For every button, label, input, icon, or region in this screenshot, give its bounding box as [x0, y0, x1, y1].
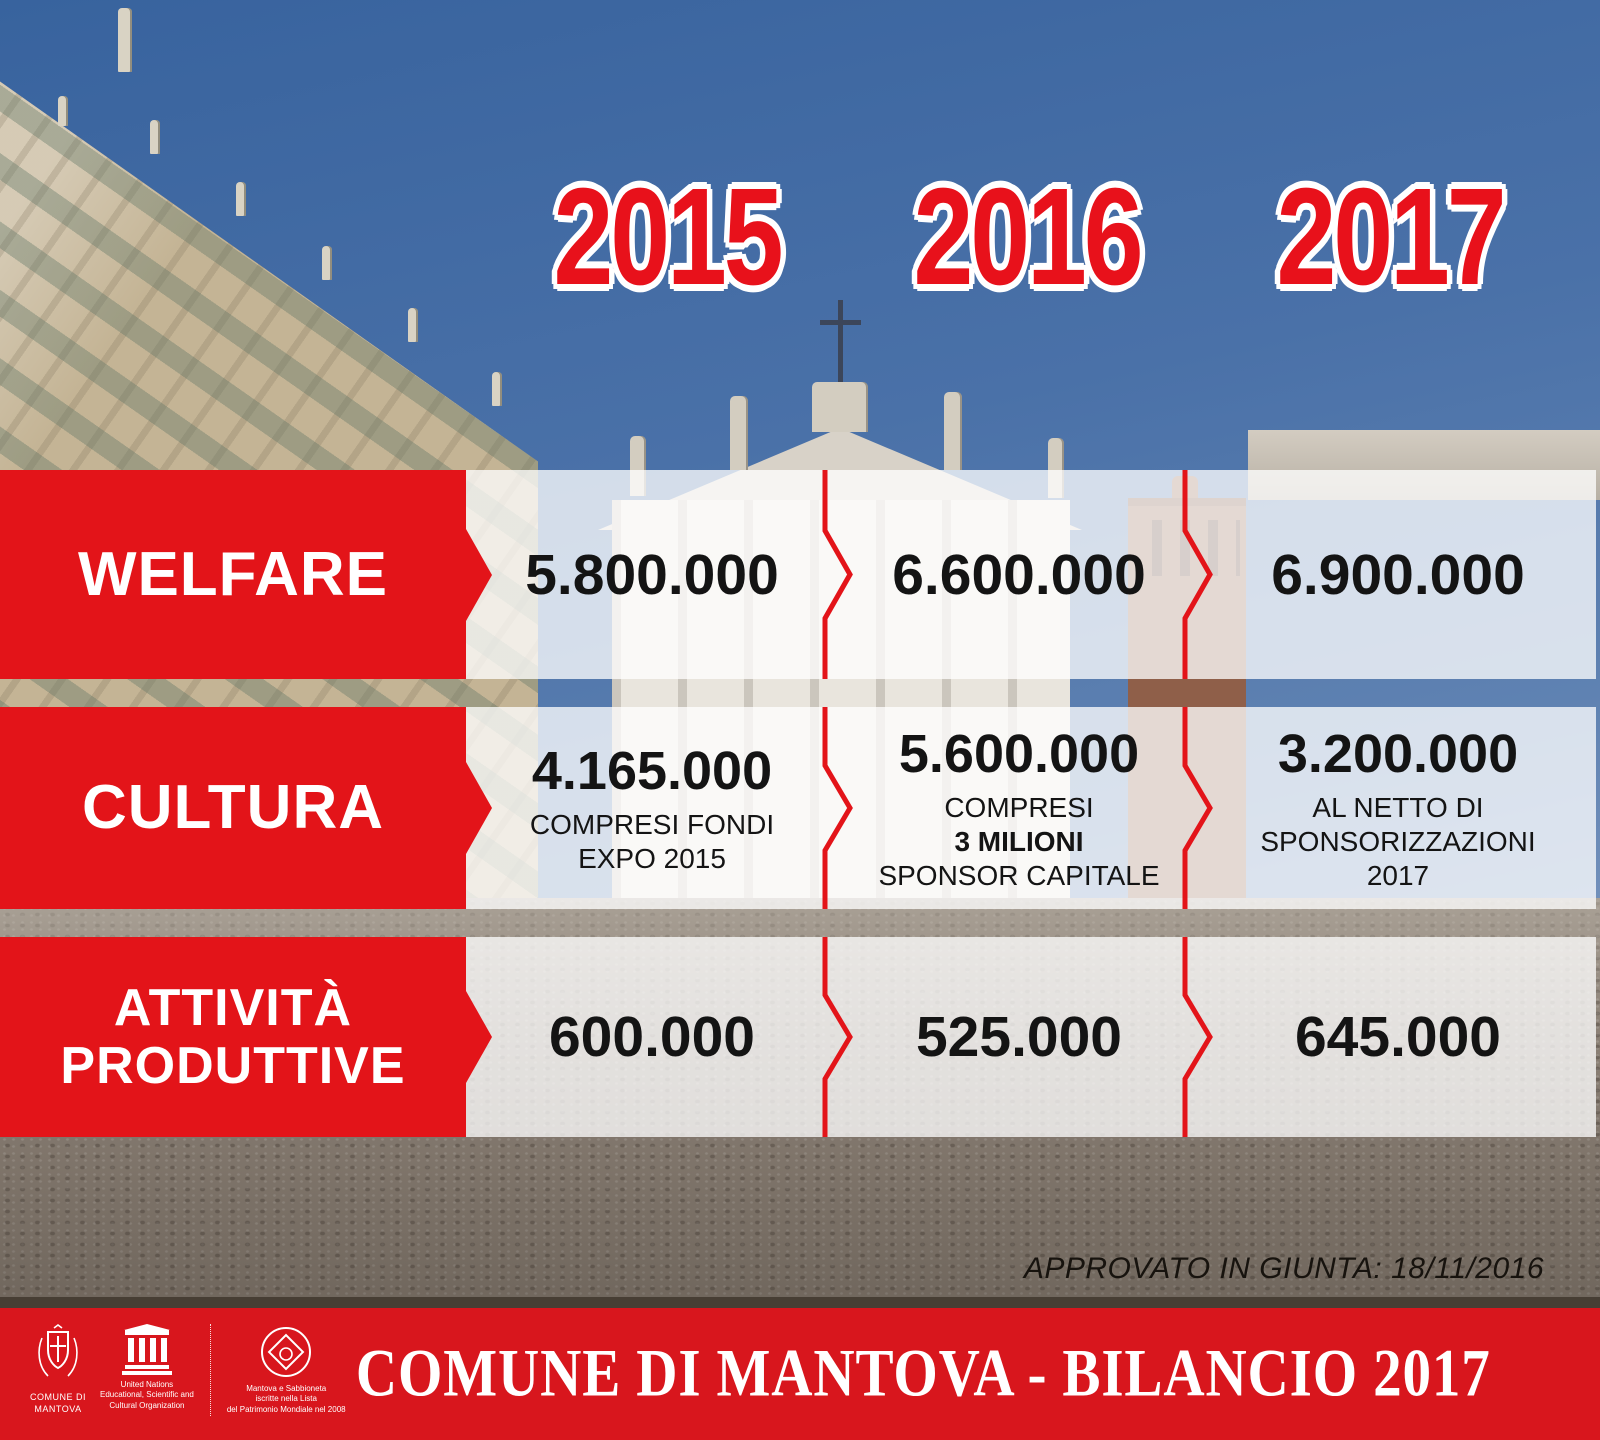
- chevron-right-icon: [466, 762, 492, 854]
- footer-bar: COMUNE DI MANTOVA United Nations E: [0, 1308, 1600, 1440]
- column-divider-chevron: [1182, 937, 1213, 1137]
- footer-logos: COMUNE DI MANTOVA United Nations E: [30, 1324, 346, 1416]
- value-cell-attivita-2017: 645.000: [1200, 937, 1596, 1137]
- column-divider-chevron: [822, 937, 853, 1137]
- amount-note: SPONSOR CAPITALE: [878, 860, 1160, 892]
- cathedral-cross: [820, 320, 861, 325]
- cultura-row: CULTURA 4.165.000 COMPRESI FONDI EXPO 20…: [0, 707, 1596, 909]
- amount-note: COMPRESI FONDI: [529, 808, 775, 840]
- column-divider-chevron: [1182, 470, 1213, 679]
- amount-value: 5.600.000: [898, 723, 1140, 784]
- amount-value: 5.800.000: [525, 542, 779, 607]
- logo-caption: United Nations Educational, Scientific a…: [100, 1380, 194, 1410]
- roof-statue: [236, 182, 246, 216]
- value-cell-welfare-2017: 6.900.000: [1200, 470, 1596, 679]
- roof-statue: [322, 246, 332, 280]
- year-header-2017: 2017: [1276, 160, 1507, 314]
- pavement-shadow-strip: [0, 1297, 1600, 1308]
- value-cell-welfare-2016: 6.600.000: [840, 470, 1198, 679]
- pediment-statue: [944, 392, 962, 470]
- value-cell-attivita-2016: 525.000: [840, 937, 1198, 1137]
- amount-note-bold: 3 MILIONI: [954, 825, 1084, 857]
- value-cell-cultura-2015: 4.165.000 COMPRESI FONDI EXPO 2015: [466, 707, 838, 909]
- chevron-right-icon: [466, 991, 492, 1083]
- cathedral-cross: [838, 300, 843, 382]
- amount-value: 6.600.000: [892, 542, 1146, 607]
- amount-note: AL NETTO DI: [1312, 791, 1484, 823]
- mantova-crest-icon: [38, 1324, 78, 1377]
- logo-divider: [209, 1324, 211, 1416]
- unesco-temple-icon: [121, 1324, 172, 1375]
- roof-statue: [150, 120, 160, 154]
- column-divider-chevron: [822, 707, 853, 909]
- roof-statue: [118, 8, 132, 72]
- logo-caption: COMUNE DI MANTOVA: [30, 1392, 86, 1414]
- pediment-statue: [812, 382, 868, 432]
- amount-note: 2017: [1366, 860, 1430, 892]
- footer-title: COMUNE DI MANTOVA - BILANCIO 2017: [355, 1334, 1491, 1411]
- year-header-2016: 2016: [913, 160, 1144, 314]
- chevron-right-icon: [466, 528, 492, 621]
- logo-world-heritage: Mantova e Sabbioneta iscritte nella List…: [227, 1324, 346, 1415]
- amount-value: 525.000: [915, 1005, 1123, 1069]
- logo-unesco: United Nations Educational, Scientific a…: [100, 1324, 194, 1411]
- amount-note: SPONSORIZZAZIONI: [1260, 825, 1536, 857]
- amount-value: 645.000: [1294, 1005, 1502, 1069]
- attivita-produttive-row: ATTIVITÀ PRODUTTIVE 600.000 525.000 645.…: [0, 937, 1596, 1137]
- row-label-text: CULTURA: [81, 773, 384, 843]
- value-cell-attivita-2015: 600.000: [466, 937, 838, 1137]
- row-label-attivita-produttive: ATTIVITÀ PRODUTTIVE: [0, 937, 466, 1137]
- amount-value: 4.165.000: [531, 740, 773, 801]
- value-cell-welfare-2015: 5.800.000: [466, 470, 838, 679]
- row-label-text: ATTIVITÀ PRODUTTIVE: [60, 978, 406, 1095]
- amount-value: 6.900.000: [1271, 542, 1525, 607]
- amount-value: 3.200.000: [1277, 723, 1519, 784]
- amount-note: COMPRESI: [944, 791, 1094, 823]
- approval-note: APPROVATO IN GIUNTA: 18/11/2016: [1023, 1252, 1544, 1285]
- year-header-2015: 2015: [553, 160, 784, 314]
- roof-statue: [408, 308, 418, 342]
- roof-statue: [58, 96, 68, 126]
- pediment-statue: [730, 396, 748, 470]
- value-cell-cultura-2017: 3.200.000 AL NETTO DI SPONSORIZZAZIONI 2…: [1200, 707, 1596, 909]
- row-label-cultura: CULTURA: [0, 707, 466, 909]
- row-label-welfare: WELFARE: [0, 470, 466, 679]
- row-label-text: WELFARE: [77, 539, 389, 609]
- column-divider-chevron: [822, 470, 853, 679]
- column-divider-chevron: [1182, 707, 1213, 909]
- roof-statue: [492, 372, 502, 406]
- logo-comune-di-mantova: COMUNE DI MANTOVA: [30, 1324, 86, 1415]
- welfare-row: WELFARE 5.800.000 6.600.000 6.900.000: [0, 470, 1596, 679]
- value-cell-cultura-2016: 5.600.000 COMPRESI 3 MILIONI SPONSOR CAP…: [840, 707, 1198, 909]
- amount-note: EXPO 2015: [578, 843, 726, 874]
- world-heritage-icon: [261, 1327, 312, 1377]
- amount-value: 600.000: [548, 1005, 756, 1069]
- logo-caption: Mantova e Sabbioneta iscritte nella List…: [226, 1384, 346, 1414]
